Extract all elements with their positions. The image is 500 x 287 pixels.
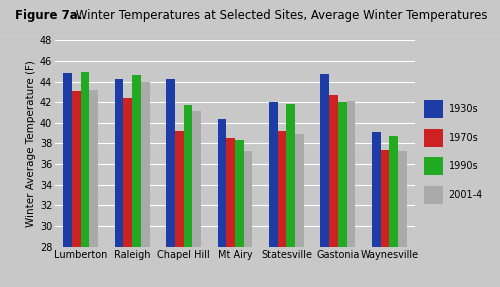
Bar [166,79,175,287]
Bar [329,95,338,287]
Bar [175,131,184,287]
Bar [184,105,192,287]
Bar [218,119,226,287]
Text: 1990s: 1990s [448,161,478,171]
Bar [372,132,380,287]
Bar [244,151,252,287]
Bar [124,98,132,287]
Bar [226,138,235,287]
Text: Figure 7a.: Figure 7a. [15,9,82,22]
Text: 1970s: 1970s [448,133,478,143]
Bar [192,111,201,287]
Y-axis label: Winter Average Temperature (F): Winter Average Temperature (F) [26,60,36,227]
Bar [90,90,98,287]
Bar [295,134,304,287]
FancyBboxPatch shape [424,157,442,175]
Bar [80,72,90,287]
Text: Winter Temperatures at Selected Sites, Average Winter Temperatures: Winter Temperatures at Selected Sites, A… [72,9,488,22]
Bar [269,102,278,287]
Bar [380,150,390,287]
Bar [286,104,295,287]
Bar [132,75,141,287]
FancyBboxPatch shape [424,129,442,147]
FancyBboxPatch shape [424,186,442,204]
Bar [114,79,124,287]
Bar [278,131,286,287]
Bar [320,74,329,287]
Bar [390,136,398,287]
Text: 2001-4: 2001-4 [448,190,483,199]
Bar [235,140,244,287]
Bar [63,73,72,287]
Bar [141,82,150,287]
Bar [72,91,80,287]
Text: 1930s: 1930s [448,104,478,114]
Bar [346,101,356,287]
FancyBboxPatch shape [424,100,442,119]
Bar [398,151,407,287]
Bar [338,102,346,287]
